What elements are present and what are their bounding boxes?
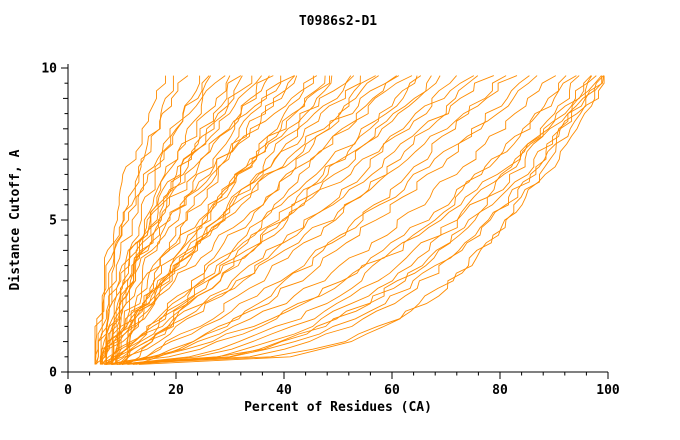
model-curve <box>127 75 580 365</box>
model-curve <box>96 75 226 365</box>
model-curve <box>111 75 457 365</box>
x-tick-label: 80 <box>492 383 508 398</box>
model-curve <box>125 75 282 365</box>
model-curve <box>94 75 166 365</box>
model-curve <box>99 75 296 365</box>
model-curve <box>104 75 604 365</box>
model-curve <box>114 75 262 365</box>
model-curve <box>119 75 567 365</box>
model-curve <box>99 75 274 365</box>
model-curve <box>99 75 242 365</box>
chart-title: T0986s2-D1 <box>298 14 378 29</box>
model-curve <box>100 75 253 365</box>
model-curve <box>100 75 432 365</box>
model-curve <box>104 75 577 365</box>
model-curve <box>94 75 189 365</box>
model-curve <box>110 75 400 365</box>
model-curve <box>116 75 530 365</box>
model-curve <box>111 75 270 365</box>
model-curve <box>94 75 314 365</box>
x-tick-label: 40 <box>276 383 292 398</box>
model-curve <box>101 75 518 365</box>
x-tick-label: 0 <box>64 383 72 398</box>
model-curve <box>105 75 557 365</box>
model-curve <box>99 75 210 365</box>
model-curve <box>100 75 413 365</box>
model-curve <box>105 75 602 365</box>
model-curve <box>138 75 597 365</box>
model-curve <box>116 75 605 365</box>
model-curve <box>121 75 538 365</box>
model-curve <box>100 75 475 365</box>
x-tick-label: 20 <box>168 383 184 398</box>
model-curve <box>121 75 479 365</box>
model-curve <box>111 75 603 365</box>
model-curve <box>116 75 361 365</box>
model-curve <box>122 75 330 365</box>
model-curve <box>105 75 494 365</box>
model-curve <box>136 75 507 365</box>
y-tick-label: 0 <box>49 366 57 381</box>
x-tick-label: 60 <box>384 383 400 398</box>
curves-group <box>94 75 605 365</box>
y-tick-label: 5 <box>49 214 57 229</box>
y-tick-label: 10 <box>41 62 57 77</box>
model-curve <box>118 75 318 365</box>
x-tick-label: 100 <box>596 383 620 398</box>
model-curve <box>102 75 333 365</box>
model-curve <box>110 75 352 365</box>
x-axis-label: Percent of Residues (CA) <box>244 400 432 415</box>
model-curve <box>108 75 326 365</box>
model-curve <box>105 75 422 365</box>
model-curve <box>94 75 295 365</box>
model-curve <box>121 75 592 365</box>
model-curve <box>132 75 605 365</box>
model-curve <box>121 75 441 365</box>
